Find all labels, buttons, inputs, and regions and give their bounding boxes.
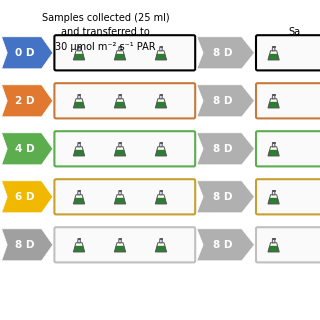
Polygon shape xyxy=(2,229,53,261)
Polygon shape xyxy=(268,246,279,252)
FancyBboxPatch shape xyxy=(54,35,195,70)
Polygon shape xyxy=(2,37,53,69)
FancyBboxPatch shape xyxy=(256,131,320,166)
Polygon shape xyxy=(2,133,53,165)
Bar xyxy=(160,94,162,95)
Polygon shape xyxy=(2,181,53,213)
Polygon shape xyxy=(197,181,254,213)
Polygon shape xyxy=(119,47,121,51)
Bar xyxy=(119,46,121,47)
Bar xyxy=(160,46,162,47)
Polygon shape xyxy=(272,143,275,147)
Polygon shape xyxy=(119,95,121,99)
Polygon shape xyxy=(78,239,80,243)
Polygon shape xyxy=(155,150,167,156)
Text: 8 D: 8 D xyxy=(213,192,232,202)
Bar xyxy=(78,142,80,143)
Polygon shape xyxy=(73,150,85,156)
Polygon shape xyxy=(272,191,275,195)
Polygon shape xyxy=(197,85,254,117)
Polygon shape xyxy=(155,102,167,108)
Polygon shape xyxy=(160,191,162,195)
Polygon shape xyxy=(78,47,80,51)
Text: and transferred to: and transferred to xyxy=(61,27,150,37)
Polygon shape xyxy=(268,198,279,204)
FancyBboxPatch shape xyxy=(256,83,320,118)
Bar xyxy=(78,46,80,47)
Polygon shape xyxy=(197,37,254,69)
Polygon shape xyxy=(155,246,167,252)
Polygon shape xyxy=(119,239,121,243)
Polygon shape xyxy=(155,198,167,204)
Text: 8 D: 8 D xyxy=(15,240,34,250)
Bar xyxy=(272,94,275,95)
Text: 4 D: 4 D xyxy=(15,144,34,154)
Bar xyxy=(119,142,121,143)
Polygon shape xyxy=(268,150,279,156)
Bar xyxy=(160,142,162,143)
Polygon shape xyxy=(272,239,275,243)
Bar xyxy=(272,190,275,191)
Polygon shape xyxy=(114,150,126,156)
Polygon shape xyxy=(78,95,80,99)
Text: 6 D: 6 D xyxy=(15,192,34,202)
FancyBboxPatch shape xyxy=(256,227,320,262)
Bar xyxy=(78,94,80,95)
Polygon shape xyxy=(73,246,85,252)
Text: Sa: Sa xyxy=(288,27,300,37)
Text: 8 D: 8 D xyxy=(213,96,232,106)
FancyBboxPatch shape xyxy=(54,83,195,118)
Polygon shape xyxy=(272,47,275,51)
Text: 8 D: 8 D xyxy=(213,144,232,154)
Text: 0 D: 0 D xyxy=(15,48,34,58)
Polygon shape xyxy=(272,95,275,99)
Bar xyxy=(160,190,162,191)
Polygon shape xyxy=(114,246,126,252)
Polygon shape xyxy=(160,239,162,243)
Text: 8 D: 8 D xyxy=(213,48,232,58)
Polygon shape xyxy=(78,143,80,147)
Polygon shape xyxy=(78,191,80,195)
FancyBboxPatch shape xyxy=(54,227,195,262)
Polygon shape xyxy=(114,198,126,204)
Text: 8 D: 8 D xyxy=(213,240,232,250)
FancyBboxPatch shape xyxy=(54,131,195,166)
Polygon shape xyxy=(197,229,254,261)
Polygon shape xyxy=(268,102,279,108)
Polygon shape xyxy=(119,191,121,195)
Polygon shape xyxy=(73,198,85,204)
Bar xyxy=(119,190,121,191)
Polygon shape xyxy=(114,102,126,108)
Bar xyxy=(78,190,80,191)
Polygon shape xyxy=(155,54,167,60)
Polygon shape xyxy=(160,143,162,147)
Polygon shape xyxy=(114,54,126,60)
FancyBboxPatch shape xyxy=(256,35,320,70)
Bar xyxy=(272,238,275,239)
Polygon shape xyxy=(2,85,53,117)
Text: 2 D: 2 D xyxy=(15,96,34,106)
Text: Samples collected (25 ml): Samples collected (25 ml) xyxy=(42,13,169,23)
Bar xyxy=(119,94,121,95)
Text: 30 μmol m⁻² s⁻¹ PAR: 30 μmol m⁻² s⁻¹ PAR xyxy=(55,42,156,52)
Polygon shape xyxy=(160,47,162,51)
Polygon shape xyxy=(197,133,254,165)
Polygon shape xyxy=(73,102,85,108)
Polygon shape xyxy=(268,54,279,60)
Bar xyxy=(272,46,275,47)
Polygon shape xyxy=(73,54,85,60)
Bar xyxy=(78,238,80,239)
Bar xyxy=(160,238,162,239)
Polygon shape xyxy=(119,143,121,147)
Bar xyxy=(119,238,121,239)
FancyBboxPatch shape xyxy=(54,179,195,214)
Bar xyxy=(272,142,275,143)
Polygon shape xyxy=(160,95,162,99)
FancyBboxPatch shape xyxy=(256,179,320,214)
